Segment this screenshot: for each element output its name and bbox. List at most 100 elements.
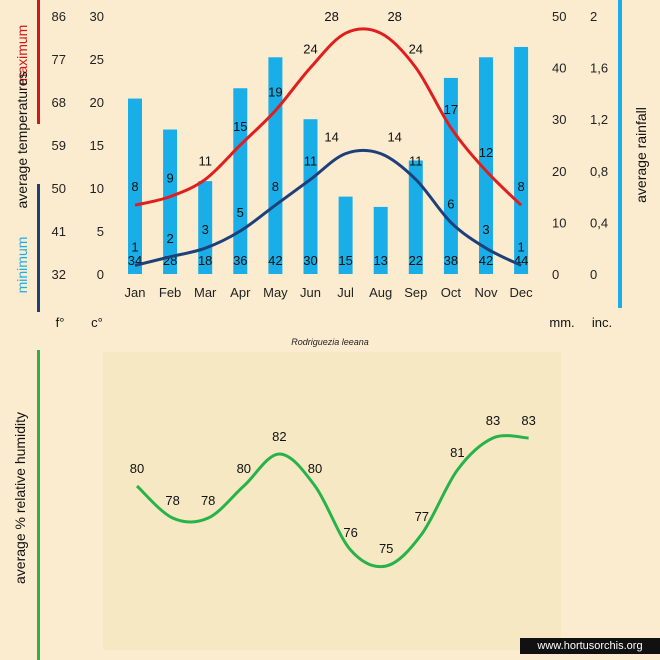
humidity-label: 80 [308,461,322,476]
celsius-tick: 5 [97,224,104,239]
maximum-temperature-series: 8 9 11 15 19 24 28 28 24 17 12 8 [131,9,525,207]
maximum-temperature-label: 24 [303,42,317,57]
celsius-tick: 10 [90,181,104,196]
humidity-series: 80 78 78 80 82 80 76 75 77 81 83 83 [130,413,536,569]
watermark: www.hortusorchis.org [520,638,660,654]
maximum-temperature-line [134,27,523,207]
month-tick: Nov [474,285,498,300]
average-rainfall-label: average rainfall [633,107,649,203]
maximum-temperature-label: 9 [166,171,173,186]
celsius-tick: 30 [90,9,104,24]
maximum-temperature-label: 19 [268,85,282,100]
month-tick: Jun [300,285,321,300]
maximum-temperature-label: 24 [409,42,423,57]
rainfall-bar-label: 30 [303,253,317,268]
maximum-temperature-label: 17 [444,102,458,117]
maximum-temperature-label: 11 [198,153,212,168]
rainfall-bar [268,57,283,274]
celsius-unit: c° [91,315,103,330]
month-tick: Jul [337,285,354,300]
maximum-temperature-label: 28 [387,9,401,24]
rainfall-mm-tick: 20 [552,164,566,179]
month-tick: Feb [159,285,181,300]
month-tick: Sep [404,285,427,300]
maximum-label: maximum [14,25,30,86]
minimum-temperature-line [134,148,522,267]
minimum-temperature-label: 11 [304,153,318,168]
rainfall-bar [303,119,318,274]
rainfall-bar [479,57,493,274]
celsius-tick: 0 [97,267,104,282]
humidity-label: 82 [272,429,286,444]
rainfall-bars [128,46,529,275]
rainfall-mm-tick: 0 [552,267,559,282]
rainfall-bar-label: 13 [373,253,387,268]
rainfall-inch-tick: 0,8 [590,164,608,179]
rainfall-inch-tick: 1,6 [590,61,608,76]
rainfall-bar-labels: 34 28 18 36 42 30 15 13 22 38 42 44 [128,253,529,268]
rainfall-bar-label: 15 [338,253,352,268]
rainfall-bar-label: 42 [479,253,493,268]
maximum-temperature-label: 15 [233,119,247,134]
humidity-label: 78 [165,493,179,508]
rainfall-bar [163,129,178,274]
celsius-tick: 15 [90,138,104,153]
fahrenheit-tick: 86 [52,9,66,24]
month-tick: Jan [125,285,146,300]
rainfall-inch-tick: 0,4 [590,215,608,230]
minimum-temperature-label: 2 [166,231,173,246]
minimum-label: minimum [14,237,30,294]
humidity-label: 83 [521,413,535,428]
humidity-label: 80 [237,461,251,476]
rainfall-mm-tick: 40 [552,61,566,76]
minimum-temperature-label: 14 [324,130,338,145]
minimum-temperature-label: 6 [447,196,454,211]
rainfall-bar-label: 44 [514,253,528,268]
maximum-temperature-label: 8 [517,179,524,194]
rainfall-bar-label: 18 [198,253,212,268]
rainfall-bar [338,196,353,274]
maximum-temperature-label: 28 [324,9,338,24]
maximum-side-bar [37,0,40,124]
rainfall-bar [408,160,423,274]
maximum-temperature-label: 12 [479,145,493,160]
rainfall-side-bar [618,0,622,308]
humidity-label: 75 [379,541,393,556]
humidity-label: 77 [415,509,429,524]
humidity-label: 76 [343,525,357,540]
celsius-ticks: 30 25 20 15 10 5 0 [90,9,104,282]
humidity-line [135,434,529,569]
humidity-axis-title: average % relative humidity [12,412,28,584]
month-tick: Aug [369,285,392,300]
fahrenheit-tick: 68 [52,95,66,110]
minimum-temperature-label: 1 [131,239,138,254]
humidity-label: 83 [486,413,500,428]
minimum-temperature-label: 3 [202,222,209,237]
celsius-tick: 25 [90,52,104,67]
month-tick: Apr [230,285,251,300]
rainfall-bar-label: 42 [268,253,282,268]
month-tick: Dec [510,285,534,300]
average-temperatures-label: average temperatures [14,72,30,209]
minimum-temperature-label: 1 [517,239,524,254]
month-ticks: Jan Feb Mar Apr May Jun Jul Aug Sep Oct Nov Dec [125,285,534,300]
month-tick: Oct [441,285,462,300]
rainfall-mm-tick: 10 [552,215,566,230]
rainfall-bar-label: 34 [128,253,142,268]
minimum-temperature-label: 5 [237,205,244,220]
humidity-label: 78 [201,493,215,508]
celsius-tick: 20 [90,95,104,110]
rainfall-bar [233,88,248,275]
rainfall-inch-tick: 0 [590,267,597,282]
fahrenheit-tick: 32 [52,267,66,282]
humidity-label: 81 [450,445,464,460]
fahrenheit-unit: f° [56,315,65,330]
humidity-label: 80 [130,461,144,476]
rainfall-bar [514,46,529,275]
fahrenheit-ticks: 86 77 68 59 50 41 32 [52,9,66,282]
mm-unit: mm. [549,315,574,330]
month-tick: Mar [194,285,217,300]
minimum-side-bar [37,184,40,312]
month-tick: May [263,285,288,300]
rainfall-inch-tick: 2 [590,9,597,24]
